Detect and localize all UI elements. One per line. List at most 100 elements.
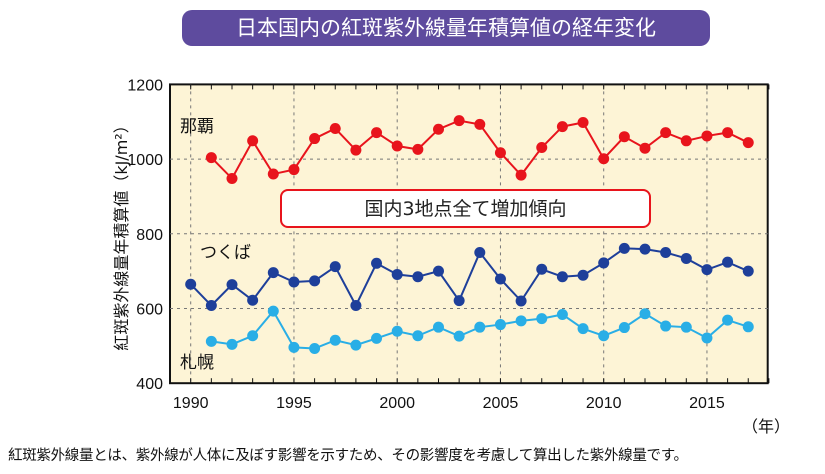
data-point [618,322,630,334]
series-group [185,115,754,354]
data-point [680,135,692,147]
data-point [329,122,341,134]
data-point [350,339,362,351]
data-point [701,130,713,142]
data-point [412,330,424,342]
data-point [267,267,279,279]
y-axis-label: 紅斑紫外線量年積算値（kJ/m²） [112,117,131,350]
data-point [205,152,217,164]
data-point [288,164,300,176]
data-point [536,263,548,275]
data-point [742,265,754,277]
data-point [660,127,672,139]
y-tick-label: 600 [136,302,163,319]
series-label-naha: 那覇 [180,117,214,137]
data-point [680,252,692,264]
data-point [391,325,403,337]
y-tick-label: 400 [136,376,163,393]
data-point [536,313,548,325]
series-label-tsukuba: つくば [200,243,251,263]
data-point [412,143,424,155]
data-point [722,314,734,326]
y-tick-label: 1200 [127,77,163,94]
data-point [371,257,383,269]
data-point [329,261,341,273]
data-point [226,173,238,185]
data-point [556,121,568,133]
data-point [371,332,383,344]
data-point [742,321,754,333]
data-point [247,330,259,342]
x-tick-label: 1995 [276,395,312,412]
x-tick-label: 2005 [483,395,519,412]
data-point [598,153,610,165]
annotation: 国内3地点全て増加傾向 [280,189,651,228]
data-point [722,256,734,268]
data-point [598,330,610,342]
data-point [309,342,321,354]
data-point [453,295,465,307]
x-tick-label: 2015 [689,395,725,412]
data-point [453,330,465,342]
data-point [288,276,300,288]
annotation-text: 国内3地点全て増加傾向 [364,198,566,220]
data-point [515,315,527,327]
data-point [722,127,734,139]
data-point [205,300,217,312]
data-point [247,294,259,306]
data-point [639,243,651,255]
x-tick-label: 1990 [173,395,209,412]
data-point [185,278,197,290]
data-point [556,308,568,320]
data-point [309,133,321,145]
data-point [288,341,300,353]
data-point [536,142,548,154]
y-tick-label: 1000 [127,152,163,169]
data-point [350,144,362,156]
ticks: 1990 1995 2000 2005 2010 2015 400 600 800 1000 120… [127,77,770,412]
data-point [391,140,403,152]
data-point [598,257,610,269]
data-point [660,246,672,258]
data-point [494,147,506,159]
data-point [618,242,630,254]
data-point [515,169,527,181]
data-point [267,168,279,180]
data-point [474,118,486,130]
data-point [494,273,506,285]
data-point [742,137,754,149]
x-tick-label: 2000 [379,395,415,412]
data-point [474,246,486,258]
data-point [267,305,279,317]
data-point [433,321,444,333]
data-point [494,319,506,331]
y-tick-label: 800 [136,227,163,244]
data-point [433,123,444,135]
data-point [453,115,465,127]
data-point [639,142,651,154]
x-axis-unit: （年） [742,418,790,436]
data-point [577,269,589,281]
data-point [556,271,568,283]
data-point [474,321,486,333]
series-label-sapporo: 札幌 [180,353,214,373]
data-point [577,323,589,335]
x-tick-label: 2010 [586,395,622,412]
chart-title: 日本国内の紅斑紫外線量年積算値の経年変化 [182,10,710,46]
data-point [226,279,238,291]
data-point [329,334,341,346]
data-point [618,131,630,143]
data-point [247,135,259,147]
plot-area [169,83,769,385]
data-point [350,300,362,312]
data-point [680,321,692,333]
data-point [701,264,713,276]
data-point [515,295,527,307]
data-point [226,338,238,350]
data-point [433,265,444,277]
series-line-1 [189,247,749,308]
data-point [639,308,651,320]
footnote: 紅斑紫外線量とは、紫外線が人体に及ぼす影響を示すため、その影響度を考慮して算出し… [8,448,688,464]
data-point [660,320,672,332]
